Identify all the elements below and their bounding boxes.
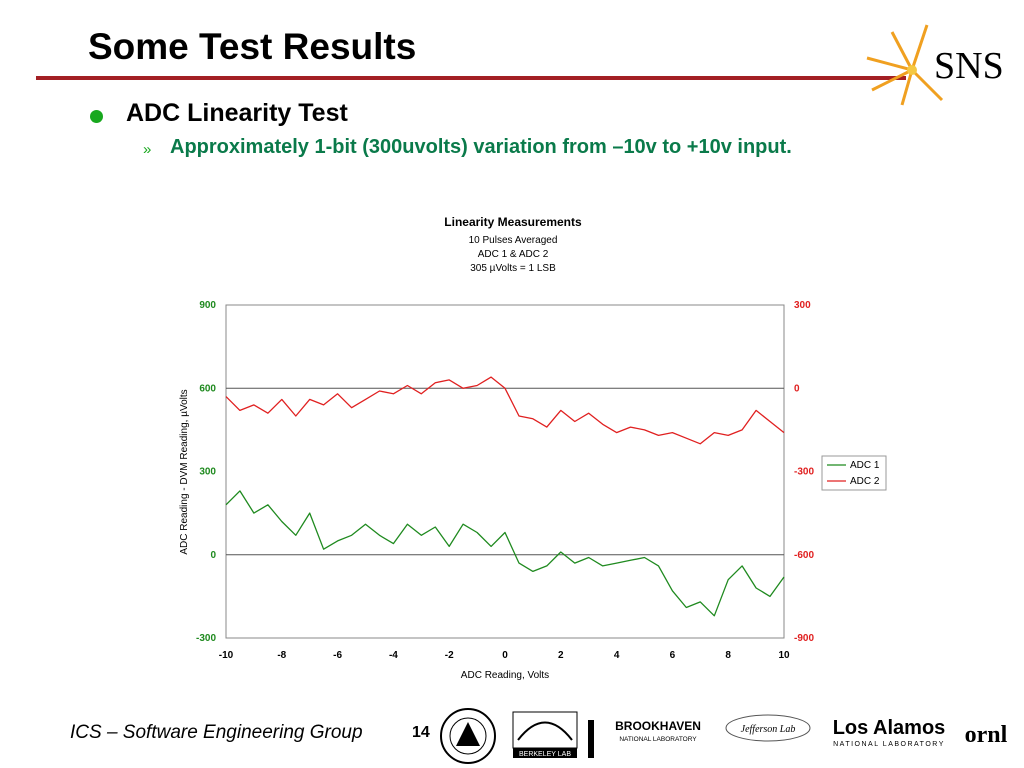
berkeley-lab-text: BERKELEY LAB xyxy=(519,751,571,758)
x-tick-label: 6 xyxy=(670,650,676,661)
los-alamos-subtext: NATIONAL LABORATORY xyxy=(833,741,945,748)
ornl-logo-text: ornl xyxy=(965,722,1008,748)
y-right-tick-label: -600 xyxy=(794,550,814,561)
page-number: 14 xyxy=(412,724,430,741)
berkeley-lab-logo: BERKELEY LAB xyxy=(512,711,578,758)
plot-area xyxy=(225,304,785,639)
linearity-chart: Linearity Measurements 10 Pulses Average… xyxy=(179,215,887,681)
x-tick-label: 2 xyxy=(558,650,564,661)
argonne-logo xyxy=(440,708,496,764)
x-axis-label: ADC Reading, Volts xyxy=(461,670,549,681)
bullet-adc-linearity: ADC Linearity Test xyxy=(126,99,348,127)
brookhaven-subtext: NATIONAL LABORATORY xyxy=(619,736,697,743)
bullet-dot xyxy=(90,110,103,123)
chart-title: Linearity Measurements xyxy=(444,215,582,229)
argonne-triangle-icon xyxy=(456,722,480,746)
x-tick-label: -2 xyxy=(445,650,454,661)
chart-subtitle-3: 305 µVolts = 1 LSB xyxy=(470,263,556,274)
berkeley-dome-icon xyxy=(517,721,573,741)
chart-subtitle-1: 10 Pulses Averaged xyxy=(469,235,558,246)
x-tick-label: -4 xyxy=(389,650,398,661)
y-left-tick-label: 600 xyxy=(199,383,216,394)
jefferson-lab-logo: Jefferson Lab xyxy=(725,714,811,742)
series-line-2 xyxy=(225,376,785,445)
y-left-tick-label: 300 xyxy=(199,467,216,478)
brookhaven-text: BROOKHAVEN xyxy=(615,719,701,733)
brookhaven-tower-icon xyxy=(588,720,594,758)
x-tick-label: 0 xyxy=(502,650,508,661)
legend: ADC 1 ADC 2 xyxy=(821,455,887,491)
title-rule xyxy=(36,76,906,80)
los-alamos-text: Los Alamos xyxy=(833,717,946,739)
x-tick-label: 8 xyxy=(725,650,731,661)
y-left-tick-label: 900 xyxy=(199,300,216,311)
sub-bullet-variation: Approximately 1-bit (300uvolts) variatio… xyxy=(170,136,792,158)
jefferson-lab-text: Jefferson Lab xyxy=(741,724,796,735)
chart-subtitle-2: ADC 1 & ADC 2 xyxy=(478,249,549,260)
x-tick-label: -8 xyxy=(277,650,286,661)
footer-group-name: ICS – Software Engineering Group xyxy=(70,722,363,743)
slide-title: Some Test Results xyxy=(88,26,417,67)
y-right-tick-label: 0 xyxy=(794,383,800,394)
sns-starburst-icon xyxy=(866,24,944,106)
y-right-tick-label: -300 xyxy=(794,467,814,478)
y-right-tick-label: -900 xyxy=(794,633,814,644)
x-tick-label: 10 xyxy=(778,650,790,661)
x-tick-label: -6 xyxy=(333,650,342,661)
legend-label-adc1: ADC 1 xyxy=(850,460,880,471)
x-tick-label: 4 xyxy=(614,650,620,661)
y-axis-label: ADC Reading - DVM Reading, µVolts xyxy=(179,389,190,554)
sub-bullet-marker: » xyxy=(143,141,152,158)
sns-logo: SNS xyxy=(866,24,1002,106)
x-tick-label: -10 xyxy=(219,650,234,661)
sns-logo-text: SNS xyxy=(934,45,1002,87)
y-left-tick-label: 0 xyxy=(210,550,216,561)
series-line-1 xyxy=(225,490,785,617)
y-left-tick-label: -300 xyxy=(196,633,216,644)
y-right-tick-label: 300 xyxy=(794,300,811,311)
legend-label-adc2: ADC 2 xyxy=(850,476,880,487)
